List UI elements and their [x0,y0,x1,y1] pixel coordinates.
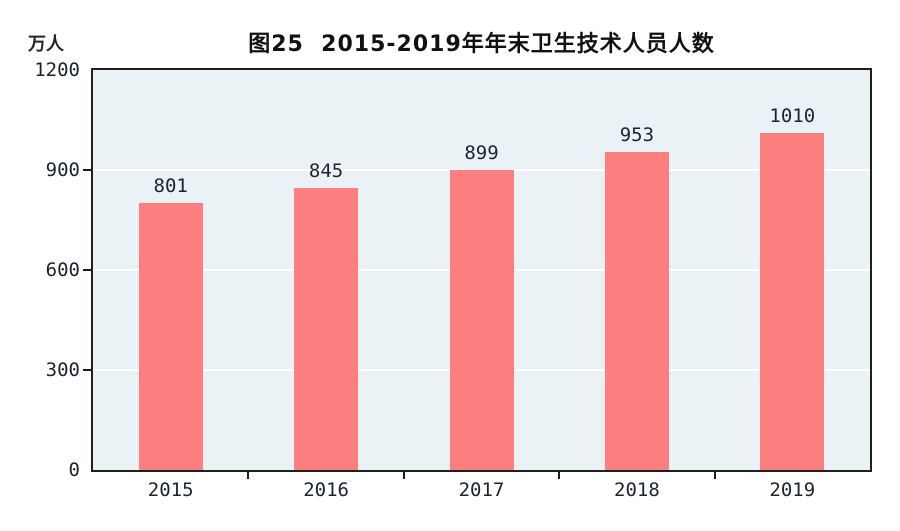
x-tick-label-2016: 2016 [303,479,349,501]
bar-2016 [294,188,359,470]
bar-value-label-2019: 1010 [769,105,816,128]
chart-title: 图25 2015-2019年年末卫生技术人员人数 [248,32,715,57]
y-axis-unit-label: 万人 [28,34,64,55]
y-tick-label-0: 0 [68,459,80,481]
plot-area: 801 845 899 953 1010 [91,68,872,472]
x-tick-label-2019: 2019 [769,479,816,501]
bar-value-label-2016: 845 [308,160,344,183]
bar-2018 [604,152,669,470]
bar-value-label-2017: 899 [464,142,499,165]
y-tick-mark-300 [83,369,91,371]
x-tick-label-2018: 2018 [614,479,660,501]
bar-2019 [760,133,825,470]
x-boundary-tick-1 [247,472,250,479]
bar-2017 [449,170,514,470]
bar-value-label-2015: 801 [153,175,188,197]
y-tick-label-600: 600 [45,259,80,281]
gridline-900 [93,169,870,171]
y-tick-label-1200: 1200 [34,59,80,81]
y-tick-label-300: 300 [45,359,80,381]
x-boundary-tick-2 [402,472,405,479]
x-boundary-tick-3 [558,472,561,479]
x-tick-label-2017: 2017 [458,479,505,501]
x-axis-labels: 2015 2016 2017 2018 2019 [93,481,870,511]
x-boundary-tick-4 [713,472,716,479]
y-tick-mark-600 [83,269,91,271]
y-axis-labels: 0 300 600 900 1200 [0,61,80,480]
bar-2015 [138,203,203,470]
bar-value-label-2018: 953 [619,124,655,147]
y-tick-mark-900 [83,169,91,171]
x-tick-label-2015: 2015 [147,479,194,501]
y-tick-label-900: 900 [45,159,80,181]
